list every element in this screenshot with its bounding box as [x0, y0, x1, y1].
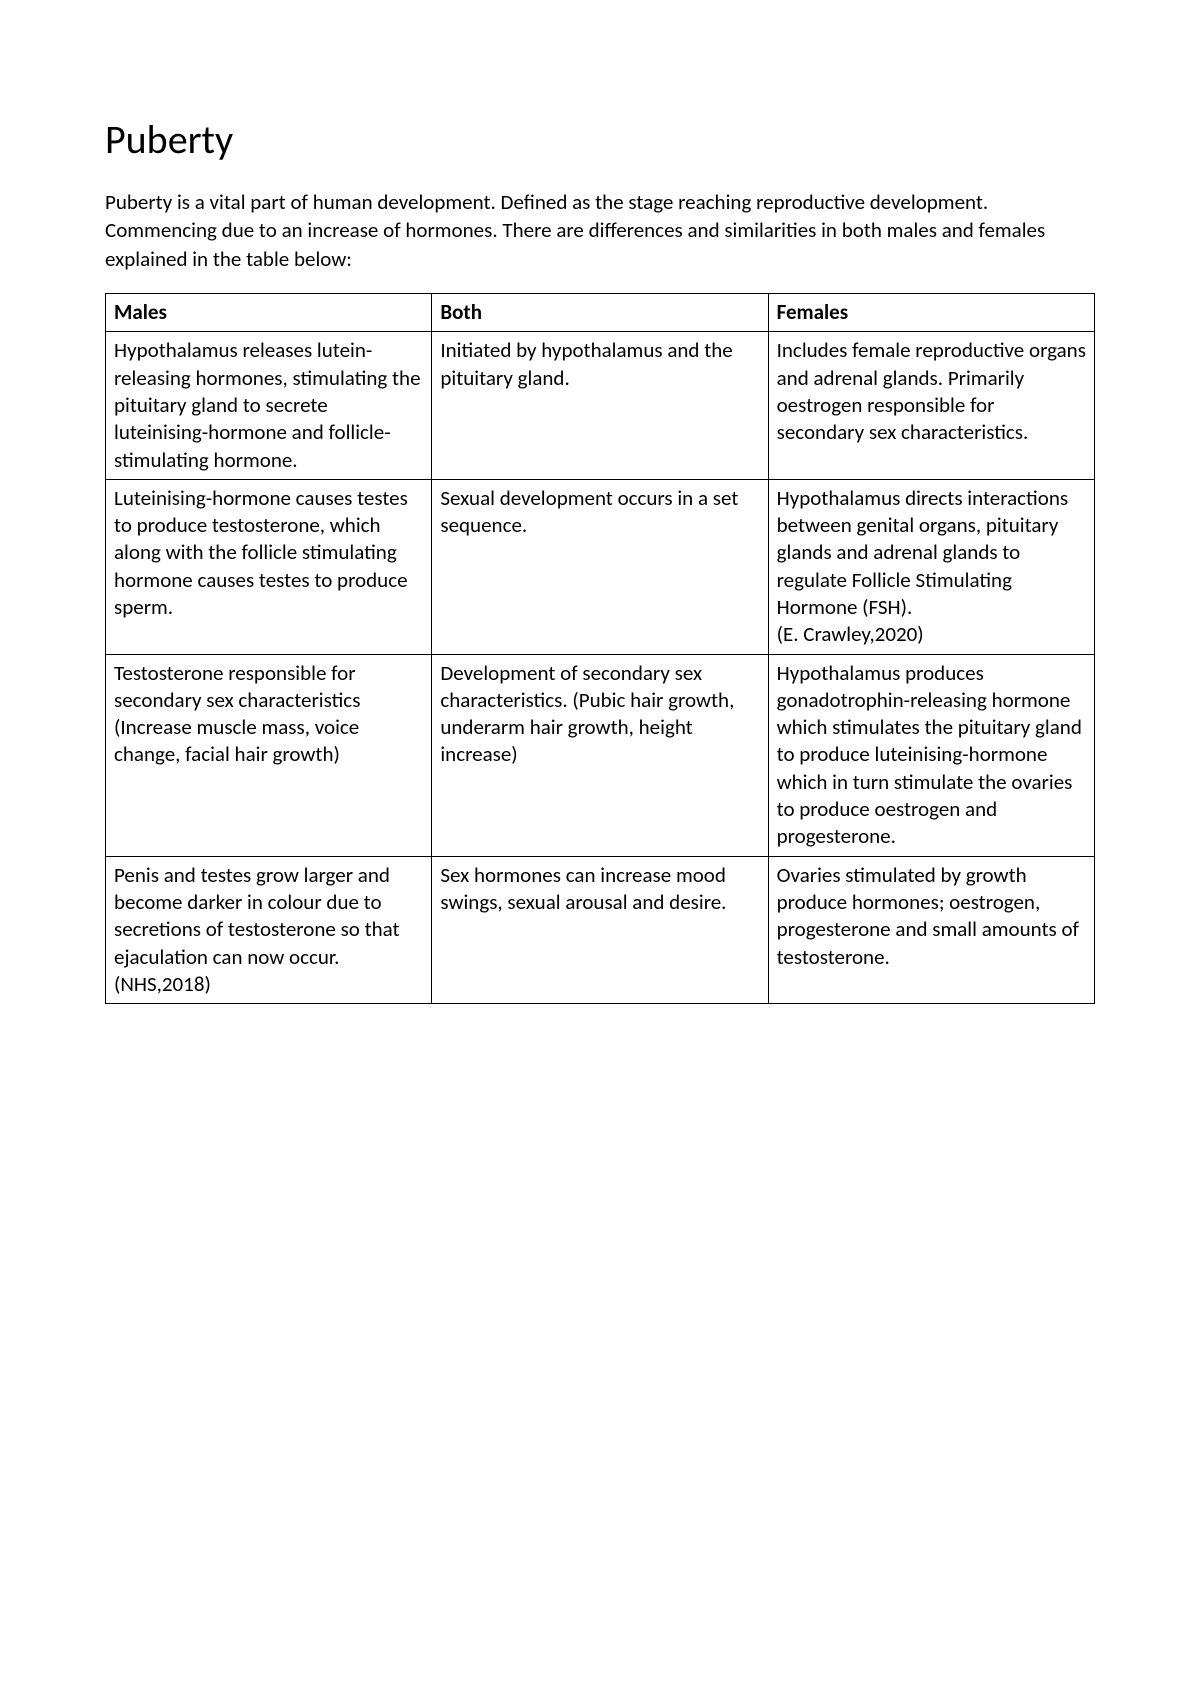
table-row: Penis and testes grow larger and become … — [106, 856, 1095, 1003]
cell-males: Hypothalamus releases lutein-releasing h… — [106, 332, 432, 479]
cell-both: Sexual development occurs in a set seque… — [432, 479, 768, 654]
intro-paragraph: Puberty is a vital part of human develop… — [105, 188, 1095, 273]
header-both: Both — [432, 294, 768, 332]
cell-males: Testosterone responsible for secondary s… — [106, 654, 432, 856]
cell-females: Hypothalamus directs interactions betwee… — [768, 479, 1094, 654]
table-row: Luteinising-hormone causes testes to pro… — [106, 479, 1095, 654]
cell-both: Initiated by hypothalamus and the pituit… — [432, 332, 768, 479]
header-males: Males — [106, 294, 432, 332]
cell-females: Includes female reproductive organs and … — [768, 332, 1094, 479]
header-females: Females — [768, 294, 1094, 332]
cell-both: Sex hormones can increase mood swings, s… — [432, 856, 768, 1003]
cell-males: Luteinising-hormone causes testes to pro… — [106, 479, 432, 654]
cell-both: Development of secondary sex characteris… — [432, 654, 768, 856]
cell-females: Ovaries stimulated by growth produce hor… — [768, 856, 1094, 1003]
table-header-row: Males Both Females — [106, 294, 1095, 332]
page-title: Puberty — [105, 115, 1095, 164]
cell-males: Penis and testes grow larger and become … — [106, 856, 432, 1003]
table-row: Testosterone responsible for secondary s… — [106, 654, 1095, 856]
cell-females: Hypothalamus produces gonadotrophin-rele… — [768, 654, 1094, 856]
table-row: Hypothalamus releases lutein-releasing h… — [106, 332, 1095, 479]
puberty-table: Males Both Females Hypothalamus releases… — [105, 293, 1095, 1004]
